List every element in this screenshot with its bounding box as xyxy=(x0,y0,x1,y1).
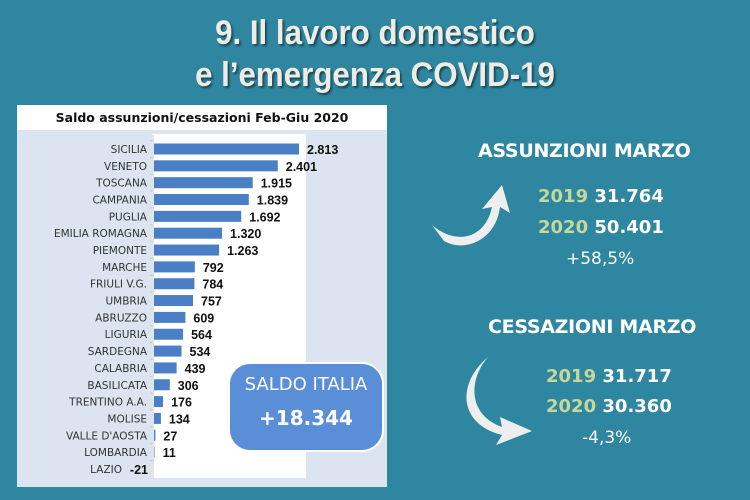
data-label: 439 xyxy=(185,362,206,376)
bar-molise xyxy=(154,412,161,424)
category-label: PUGLIA xyxy=(109,211,148,223)
category-label: SARDEGNA xyxy=(88,346,148,358)
arrow-up-icon xyxy=(432,185,510,246)
data-label: 1.692 xyxy=(249,210,280,224)
data-label: 757 xyxy=(201,295,222,309)
data-label: 11 xyxy=(163,446,176,460)
cessazioni-change: -4,3% xyxy=(582,428,632,448)
bar-veneto xyxy=(154,160,278,172)
chart-title: Saldo assunzioni/cessazioni Feb-Giu 2020 xyxy=(17,105,387,130)
bar-puglia xyxy=(154,210,242,222)
bar-basilicata xyxy=(154,379,170,391)
category-label: UMBRIA xyxy=(105,296,147,308)
assunzioni-title: ASSUNZIONI MARZO xyxy=(478,140,691,162)
year-label: 2019 xyxy=(546,366,597,387)
year-label: 2019 xyxy=(538,186,589,207)
bar-marche xyxy=(154,261,195,273)
data-label: 1.839 xyxy=(257,194,288,208)
bar-sicilia xyxy=(154,143,299,155)
cessazioni-row-2020: 2020 30.360 xyxy=(546,396,672,417)
category-label: LIGURIA xyxy=(105,329,148,341)
data-label: 1.263 xyxy=(227,244,258,258)
data-label: 27 xyxy=(163,429,177,443)
arrow-down-icon xyxy=(466,357,532,445)
category-label: TOSCANA xyxy=(95,178,148,190)
category-label: VENETO xyxy=(104,161,147,173)
cessazioni-row-2019: 2019 31.717 xyxy=(546,366,672,387)
data-label: 1.915 xyxy=(261,177,292,191)
data-label: 609 xyxy=(193,311,214,325)
data-label: 2.813 xyxy=(307,143,338,157)
bar-emilia-romagna xyxy=(154,227,223,239)
page-title-line-2: e l’emergenza COVID-19 xyxy=(195,56,555,94)
data-label: 534 xyxy=(190,345,211,359)
year-label: 2020 xyxy=(546,396,597,417)
category-label: MARCHE xyxy=(102,262,147,274)
assunzioni-row-2019: 2019 31.764 xyxy=(538,186,664,207)
value-label: 31.764 xyxy=(594,186,664,207)
data-label: 1.320 xyxy=(230,227,261,241)
bar-liguria xyxy=(154,328,184,340)
category-label: LOMBARDIA xyxy=(84,447,148,459)
category-label: FRIULI V.G. xyxy=(90,279,147,291)
bar-chart: Saldo assunzioni/cessazioni Feb-Giu 2020… xyxy=(17,105,387,487)
category-label: BASILICATA xyxy=(87,380,147,392)
assunzioni-change: +58,5% xyxy=(566,249,635,269)
data-label: 306 xyxy=(178,379,199,393)
saldo-italia-badge: SALDO ITALIA +18.344 xyxy=(228,362,384,452)
bar-piemonte xyxy=(154,244,220,256)
data-label: 134 xyxy=(169,412,190,426)
data-label: 564 xyxy=(191,328,212,342)
assunzioni-row-2020: 2020 50.401 xyxy=(538,217,664,238)
bar-trentino-a-a- xyxy=(154,396,164,408)
category-label: SICILIA xyxy=(111,144,148,156)
saldo-value: +18.344 xyxy=(259,406,353,430)
category-label: ABRUZZO xyxy=(95,312,147,324)
value-label: 31.717 xyxy=(602,366,672,387)
year-label: 2020 xyxy=(538,217,589,238)
value-label: 50.401 xyxy=(594,217,664,238)
bar-umbria xyxy=(154,295,194,307)
data-label: 2.401 xyxy=(286,160,317,174)
data-label: 792 xyxy=(203,261,224,275)
category-label: VALLE D'AOSTA xyxy=(66,430,148,442)
page-title-line-1: 9. Il lavoro domestico xyxy=(215,14,535,52)
cessazioni-title: CESSAZIONI MARZO xyxy=(488,316,697,338)
bar-calabria xyxy=(154,362,177,374)
bar-valle-d-aosta xyxy=(154,429,156,441)
category-label: TRENTINO A.A. xyxy=(68,397,147,409)
category-label: PIEMONTE xyxy=(93,245,147,257)
saldo-label: SALDO ITALIA xyxy=(244,374,368,395)
bar-abruzzo xyxy=(154,311,186,323)
bar-sardegna xyxy=(154,345,182,357)
bars-layer: SICILIA 2.813 VENETO 2.401 TOSCANA 1.915 CAMPA… xyxy=(54,135,338,478)
bar-toscana xyxy=(154,177,253,189)
category-label: CALABRIA xyxy=(94,363,147,375)
bar-lombardia xyxy=(154,446,155,458)
category-label: MOLISE xyxy=(107,413,147,425)
bar-campania xyxy=(154,194,249,206)
data-label: 784 xyxy=(202,278,223,292)
bar-friuli-v-g- xyxy=(154,278,195,290)
category-label: CAMPANIA xyxy=(92,195,147,207)
value-label: 30.360 xyxy=(602,396,672,417)
category-label: LAZIO xyxy=(90,464,122,476)
data-label: -21 xyxy=(130,463,148,477)
category-label: EMILIA ROMAGNA xyxy=(54,228,148,240)
data-label: 176 xyxy=(171,396,192,410)
